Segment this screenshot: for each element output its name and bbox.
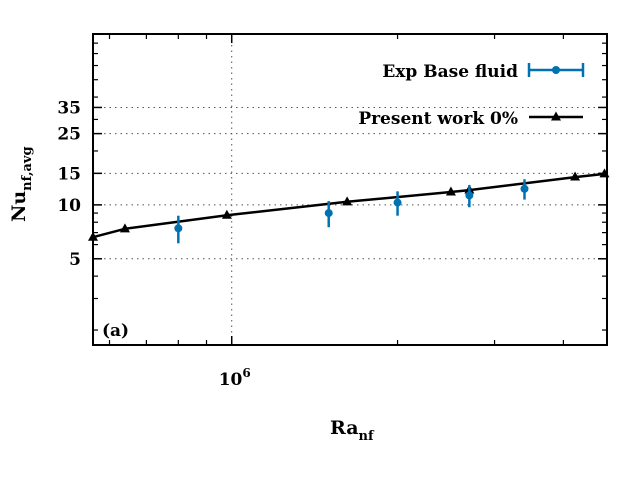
y-tick-label: 10 [57, 196, 81, 216]
x-axis-title-main: Ra [330, 417, 359, 439]
present-work-marker [599, 168, 610, 178]
legend-label-present: Present work 0% [358, 109, 518, 129]
grid-lines [93, 34, 607, 345]
x-tick-label: 106 [219, 366, 251, 390]
present-work-marker [88, 231, 98, 241]
present-work-line [92, 172, 605, 239]
y-tick-label: 25 [57, 125, 81, 145]
present-work-marker [119, 223, 130, 233]
exp-marker [324, 209, 333, 218]
legend-label-exp: Exp Base fluid [382, 62, 518, 82]
series-layer [88, 168, 610, 244]
x-tick-label-base: 10 [219, 370, 243, 390]
present-work-marker [342, 196, 353, 206]
y-tick-label: 35 [57, 98, 81, 118]
x-tick-label-exp: 6 [242, 366, 250, 380]
exp-marker [465, 191, 474, 200]
y-tick-label: 5 [69, 250, 81, 270]
y-axis-title: Nunf,avg [8, 146, 35, 222]
exp-marker [174, 224, 183, 233]
exp-marker [393, 198, 402, 207]
x-axis-title-sub: nf [359, 429, 375, 444]
plot-frame [92, 33, 608, 346]
y-axis-title-main: Nu [8, 191, 30, 222]
x-axis-title: Ranf [330, 417, 375, 444]
present-work-marker [221, 209, 232, 219]
legend-key-present [529, 111, 583, 121]
y-tick-label: 15 [57, 164, 81, 184]
present-work-marker [445, 186, 456, 196]
legend: Exp Base fluid Present work 0% [358, 62, 585, 129]
legend-key-exp [527, 63, 585, 77]
axis-ticks [93, 33, 607, 345]
panel-label: (a) [102, 321, 129, 341]
exp-marker [520, 184, 529, 193]
present-work-marker [570, 171, 581, 181]
y-axis-title-sub: nf,avg [20, 146, 35, 190]
